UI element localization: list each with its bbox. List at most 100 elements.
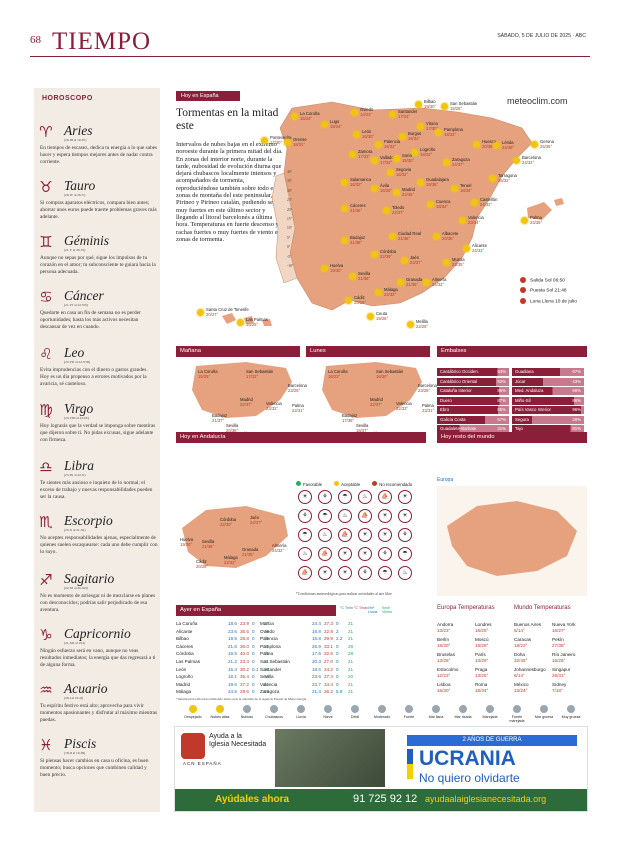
table-row: Berlín 16/30° Moscú 16/28° <box>437 637 489 648</box>
small-map-city: Badajoz 17/38° <box>342 413 358 423</box>
weather-legend-item: Fuerte <box>396 705 422 719</box>
map-city: Santander 17/24° <box>398 109 418 119</box>
sun-icon <box>397 279 404 286</box>
scale-tick: 5° <box>287 235 291 240</box>
sun-icon <box>349 273 356 280</box>
weather-body: Intervalos de nubes bajas en el extremo … <box>176 141 283 243</box>
scale-tick: 30° <box>287 188 293 193</box>
zodiac-icon: ♉ <box>39 178 53 196</box>
legend-dot-icon <box>372 481 378 486</box>
sun-icon <box>371 185 378 192</box>
activity-icon: ⛵ <box>318 547 332 561</box>
activity-icon: ⛵ <box>378 490 392 504</box>
world-region: Europa <box>437 477 454 483</box>
map-city: Zaragoza 24/37° <box>452 157 470 167</box>
table-row: Pamplona 25.9 33.1 0 28 <box>260 643 354 649</box>
sign-dates: (21-VI al 22-VII) <box>64 303 88 307</box>
yesterday-table: La Coruña 18.6 23.9 0 27 Alicante 23.6 35.5 0 16 B… <box>176 620 270 696</box>
column-header: Km/h Viento <box>382 606 393 614</box>
map-city: Ciudad Real 21/36° <box>398 231 422 241</box>
world-temps-title: Mundo Temperaturas <box>514 605 571 611</box>
table-row: Andorra 13/23° Londres 16/25° <box>437 622 492 633</box>
sun-icon <box>371 157 378 164</box>
column-header: l/m² Lluvia <box>368 606 378 614</box>
ad-phone[interactable]: 91 725 92 12 <box>353 793 418 805</box>
ad-org: Ayuda a la Iglesia Necesitada <box>209 733 267 748</box>
sign-dates: (23-IX al 22-X) <box>64 473 86 477</box>
sun-icon <box>375 141 382 148</box>
sun-icon <box>393 189 400 196</box>
sign-dates: (23-X al 21-XI) <box>64 528 86 532</box>
world-temps-table: Buenos Aires 5/14° Nueva York 16/27° Caracas… <box>514 622 590 697</box>
scale-tick: 10° <box>287 226 293 231</box>
sun-icon <box>417 179 424 186</box>
ad-url[interactable]: ayudaalaiglesianecesitada.org <box>425 794 547 804</box>
zodiac-icon: ♐ <box>39 571 53 589</box>
weather-icon <box>432 705 440 713</box>
map-city: Tarragona 26/32° <box>498 173 517 183</box>
map-city: Pontevedra 17/30° <box>270 135 292 145</box>
weather-icon <box>405 705 413 713</box>
legend-item: No recomendado <box>372 481 412 487</box>
sun-icon <box>345 297 352 304</box>
ad-subtitle: No quiero olvidarte <box>419 771 520 785</box>
sign-text: Tu espíritu festivo está alto; aprovecha… <box>40 703 158 723</box>
activity-icon: ☂ <box>378 566 392 580</box>
weather-icon <box>378 705 386 713</box>
sun-icon <box>351 109 358 116</box>
header-rule <box>30 56 590 57</box>
reservoir-row: Tajo 81% <box>512 425 584 433</box>
weather-icon <box>243 705 251 713</box>
ad-cta[interactable]: Ayúdales ahora <box>215 794 290 805</box>
zodiac-icon: ♌ <box>39 345 53 363</box>
sun-icon <box>375 289 382 296</box>
sun-icon <box>237 319 244 326</box>
small-map-city: Madrid 22/37° <box>370 397 383 407</box>
map-city: Segovia 16/32° <box>396 167 412 177</box>
weather-legend-item: Despejado <box>180 705 206 719</box>
sun-icon <box>389 111 396 118</box>
sign-text: Aunque no sepas por qué, sigue los impul… <box>40 255 156 275</box>
tag-world: Hoy resto del mundo <box>437 432 587 443</box>
tag-andalucia: Hoy en Andalucía <box>176 432 426 443</box>
horoscope-panel: HOROSCOPO ♈ Aries (20-III al 19-IV) En tiem… <box>34 88 160 812</box>
zodiac-icon: ♍ <box>39 401 53 419</box>
sun-icon <box>433 233 440 240</box>
sun-moon-panel: Salida Sol 06:50 Puesta Sol 21:48 Luna L… <box>520 277 600 305</box>
table-row: Palma 17.6 32.6 0 28 <box>260 651 354 657</box>
map-city: Granada 21/35° <box>406 277 423 287</box>
sun-icon <box>531 141 538 148</box>
activity-icon: ⛵ <box>298 566 312 580</box>
reservoir-row: Júcar 43% <box>512 377 584 386</box>
activity-icon: ♨ <box>298 547 312 561</box>
sun-icon <box>341 237 348 244</box>
table-row: Bilbao 19.5 28.8 0 21 <box>176 636 270 642</box>
table-row: Buenos Aires 5/14° Nueva York 16/27° <box>514 622 576 633</box>
map-city: Palma 23/35° <box>530 215 543 225</box>
reservoir-row: Guadiana 67% <box>512 368 584 376</box>
table-row: Caracas 18/22° Pekín 27/38° <box>514 637 566 648</box>
map-city: Huesca 20/36° <box>482 139 497 149</box>
tag-lunes: Lunes <box>306 346 430 357</box>
map-city: Barcelona 24/32° <box>522 155 541 165</box>
sign-dates: (22-XI al 20-XII) <box>64 586 88 590</box>
reservoir-row: Cantábrico Oriental 82% <box>437 377 509 386</box>
map-city: Ávila 16/28° <box>380 183 393 193</box>
column-header: °C Tmáx <box>354 606 368 610</box>
sun-icon <box>284 139 291 146</box>
activity-icon: ♨ <box>318 528 332 542</box>
table-row: Bruselas 13/26° París 13/29° <box>437 652 489 663</box>
andalucia-city: Córdoba 22/39° <box>220 517 237 527</box>
activity-icon: ☀ <box>378 509 392 523</box>
sunrise-text: Salida Sol 06:50 <box>530 278 565 284</box>
weather-icon <box>486 705 494 713</box>
map-city: Bilbao 19/30° <box>424 99 437 109</box>
sun-icon <box>321 265 328 272</box>
tag-ayer: Ayer en España <box>176 605 336 616</box>
activity-icon: ⚘ <box>398 528 412 542</box>
weather-icon <box>189 705 197 713</box>
scale-tick: 15° <box>287 217 293 221</box>
small-map-city: Sevilla 18/37° <box>356 423 369 433</box>
weather-icon <box>297 705 305 713</box>
map-lunes <box>322 362 422 418</box>
